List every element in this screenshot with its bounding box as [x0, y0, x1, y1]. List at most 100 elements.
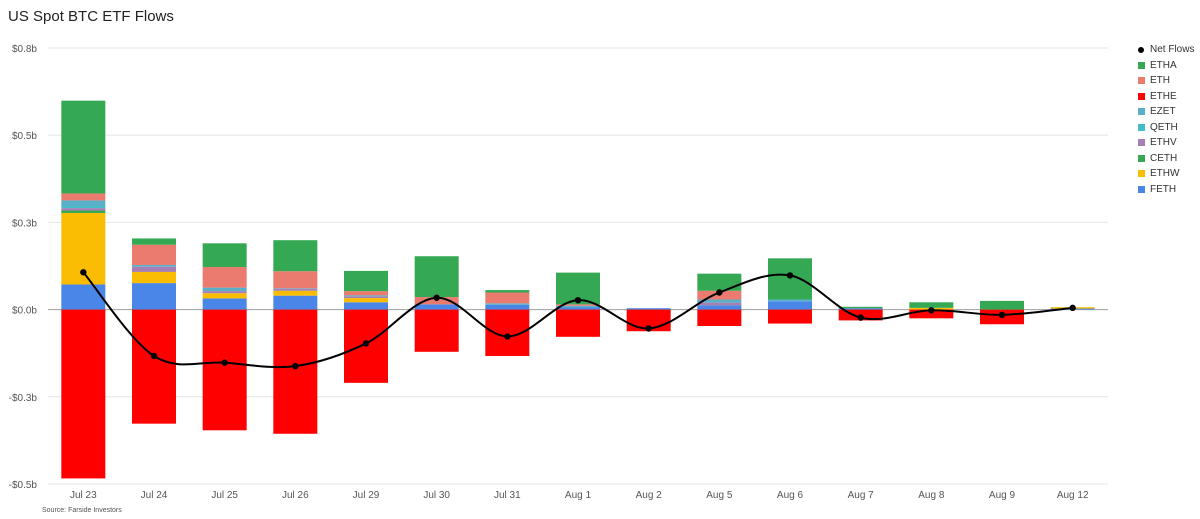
bar-segment-feth	[273, 295, 318, 310]
bar-segment-ceth	[61, 210, 106, 213]
bar-segment-etha	[132, 238, 176, 245]
bar-segment-etha	[273, 240, 318, 272]
legend-item: CETH	[1138, 151, 1194, 167]
bar-segment-etha	[697, 273, 742, 291]
net-flows-point	[574, 296, 582, 304]
legend-item: QETH	[1138, 120, 1194, 136]
bar-segment-eth	[556, 304, 600, 306]
bar-segment-etha	[980, 300, 1024, 310]
net-flows-point	[786, 272, 794, 279]
bar-segment-ethv	[61, 208, 106, 211]
bar-segment-ezet	[61, 200, 106, 207]
legend-swatch	[1138, 185, 1145, 193]
bar-segment-feth	[838, 308, 883, 310]
bar-segment-ezet	[132, 264, 176, 267]
legend-item: EZET	[1138, 104, 1194, 120]
x-tick-label: Aug 1	[565, 490, 592, 501]
bar-segment-ethe	[556, 309, 600, 337]
bar-segment-etha	[485, 290, 530, 293]
bar-segment-ethe	[61, 309, 106, 479]
net-flows-point	[1069, 304, 1076, 312]
x-tick-label: Aug 12	[1057, 490, 1089, 501]
bar-segment-feth	[768, 301, 812, 310]
net-flows-point	[292, 362, 299, 370]
legend-swatch	[1138, 61, 1145, 69]
legend-label: FETH	[1150, 183, 1177, 195]
legend-label: EZET	[1150, 106, 1176, 118]
net-flows-point	[221, 359, 228, 366]
bar-segment-ezet	[556, 305, 600, 308]
x-tick-label: Jul 29	[353, 490, 380, 501]
y-tick-label: $0.0b	[12, 306, 37, 317]
bar-segment-ethv	[202, 291, 247, 294]
legend-item: ETH	[1138, 73, 1194, 89]
bar-segment-qeth	[61, 206, 106, 209]
net-flows-point	[362, 340, 370, 347]
legend-item: ETHA	[1138, 58, 1194, 74]
legend-label: ETHE	[1150, 90, 1177, 102]
y-tick-label: $0.8b	[12, 44, 37, 55]
legend-swatch	[1138, 154, 1145, 162]
bar-segment-ethe	[132, 309, 176, 424]
legend-swatch	[1138, 77, 1145, 85]
legend-swatch	[1138, 139, 1145, 147]
bar-segment-feth	[344, 302, 388, 310]
net-flows-point	[928, 307, 935, 314]
x-tick-label: Jul 31	[494, 490, 521, 501]
legend-label: ETHV	[1150, 137, 1177, 149]
bar-segment-ethe	[273, 309, 318, 434]
bar-segment-ezet	[697, 299, 742, 303]
bar-segment-ezet	[273, 288, 318, 290]
legend-swatch	[1138, 92, 1145, 100]
legend-label: ETHW	[1150, 168, 1180, 180]
bar-segment-feth	[61, 284, 106, 310]
x-tick-label: Aug 7	[848, 490, 875, 501]
x-tick-label: Aug 2	[636, 490, 663, 501]
bar-segment-eth	[485, 292, 530, 304]
net-flows-point	[716, 289, 723, 296]
legend-label: CETH	[1150, 152, 1178, 164]
x-tick-label: Aug 8	[918, 490, 945, 501]
bar-segment-ethw	[344, 298, 388, 303]
net-flows-point	[80, 269, 87, 276]
bar-segment-ethv	[697, 302, 742, 306]
x-tick-label: Aug 9	[989, 490, 1016, 501]
legend-item: FETH	[1138, 182, 1194, 198]
bar-segment-etha	[414, 256, 459, 298]
bar-segment-ethe	[202, 309, 247, 431]
net-flows-point	[645, 325, 652, 332]
net-flows-point	[998, 311, 1006, 319]
x-tick-label: Jul 25	[211, 490, 238, 501]
bar-segment-ethw	[273, 290, 318, 296]
bar-segment-etha	[909, 302, 954, 308]
legend-item: ETHW	[1138, 166, 1194, 182]
bar-segment-ethe	[697, 309, 742, 326]
bar-segment-ethv	[344, 296, 388, 299]
bar-segment-eth	[344, 291, 388, 296]
bar-segment-ethe	[414, 309, 459, 352]
legend-item: Net Flows	[1138, 42, 1194, 58]
legend-item: ETHE	[1138, 89, 1194, 105]
net-flows-point	[150, 352, 158, 360]
chart-legend: Net Flows ETHA ETH ETHE EZET QETH ETHV CETH ETHW…	[1138, 42, 1194, 197]
bar-segment-etha	[344, 270, 388, 292]
bar-segment-feth	[132, 283, 176, 310]
y-tick-label: $0.3b	[12, 218, 37, 229]
bar-segment-feth	[202, 298, 247, 310]
bar-segment-etha	[61, 100, 106, 194]
bar-segment-ethe	[909, 309, 954, 319]
x-tick-label: Aug 5	[706, 490, 733, 501]
legend-label: ETH	[1150, 75, 1170, 87]
y-tick-label: -$0.5b	[9, 480, 38, 491]
net-flows-point	[433, 294, 440, 301]
bar-segment-ezet	[202, 287, 247, 292]
bar-segment-etha	[768, 258, 812, 300]
bar-segment-etha	[202, 243, 247, 268]
bar-segment-ethw	[132, 271, 176, 284]
net-flows-point	[857, 314, 864, 321]
chart-title: US Spot BTC ETF Flows	[8, 8, 174, 25]
bar-segment-eth	[273, 271, 318, 289]
x-tick-label: Jul 30	[423, 490, 450, 501]
